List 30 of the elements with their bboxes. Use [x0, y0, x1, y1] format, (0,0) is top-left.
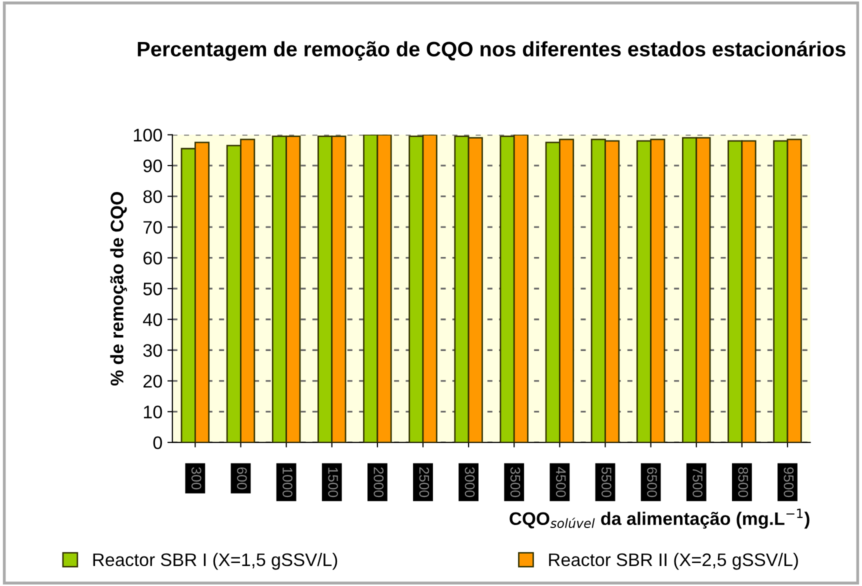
x-tick-label: 600 — [237, 467, 247, 490]
x-tick-label: 7500 — [692, 467, 702, 498]
y-tick-label: 60 — [144, 252, 162, 265]
y-tick-label: 70 — [144, 221, 162, 234]
y-tick-label: 90 — [143, 159, 162, 172]
x-tick-label: 4500 — [556, 467, 566, 498]
x-tick-label: 1000 — [282, 468, 292, 498]
y-tick-label: 10 — [144, 406, 162, 418]
x-tick-label: 9500 — [784, 467, 794, 498]
legend-label: Reactor SBR II (X=2,5 gSSV/L) — [549, 552, 798, 570]
x-axis-title: CQO$_{solúvel}$ da alimentação (mg.L$^{−1}$) — [510, 508, 810, 529]
y-tick-label: 80 — [143, 190, 162, 204]
x-tick-label: 300 — [191, 467, 202, 490]
x-tick-label: 2000 — [374, 467, 384, 498]
x-tick-label: 1500 — [328, 468, 338, 498]
y-tick-label: 40 — [143, 313, 162, 326]
y-axis-title: % de remoção de CQO — [110, 192, 127, 386]
y-tick-label: 100 — [134, 128, 162, 142]
y-tick-label: 20 — [144, 374, 162, 388]
x-tick-label: 2500 — [419, 467, 430, 498]
x-tick-label: 6500 — [647, 467, 657, 498]
x-tick-label: 3000 — [464, 467, 475, 498]
y-tick-label: 30 — [143, 344, 162, 357]
y-tick-label: 50 — [143, 282, 162, 296]
x-tick-label: 8500 — [738, 467, 748, 498]
x-tick-label: 3500 — [510, 467, 520, 498]
legend-label: Reactor SBR I (X=1,5 gSSV/L) — [93, 552, 338, 570]
x-tick-label: 5500 — [602, 467, 612, 498]
chart-title: Percentagem de remoção de CQO nos diferentes estados estacionários — [138, 41, 846, 61]
y-tick-label: 0 — [153, 436, 162, 450]
